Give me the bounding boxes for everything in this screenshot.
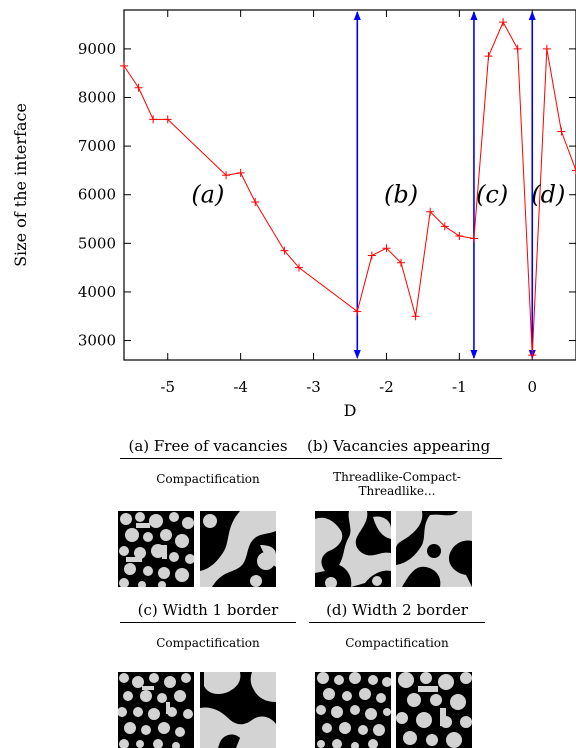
panel-a-title: (a) Free of vacancies: [128, 437, 288, 455]
data-point-marker: [280, 246, 289, 255]
y-tick-label: 7000: [78, 137, 116, 155]
panel-b-note: Threadlike-Compact- Threadlike...: [333, 470, 461, 498]
region-label: (a): [191, 181, 224, 209]
data-point-marker: [120, 61, 128, 70]
data-point-marker: [236, 168, 245, 177]
data-point-marker: [222, 171, 231, 180]
panel-b-title: (b) Vacancies appearing: [307, 437, 491, 455]
y-tick-label: 5000: [78, 234, 116, 252]
data-point-marker: [353, 307, 362, 316]
data-point-marker: [382, 244, 391, 253]
vertical-marker-arrow-top: [470, 11, 478, 20]
data-point-marker: [163, 115, 172, 124]
data-point-marker: [149, 115, 158, 124]
panel-d: (d) Width 2 border Compactification: [307, 601, 487, 650]
y-tick-label: 9000: [78, 40, 116, 58]
region-label: (c): [476, 181, 508, 209]
y-tick-label: 4000: [78, 283, 116, 301]
panel-a-note: Compactification: [156, 472, 260, 486]
interface-size-chart: 3000 4000 5000 6000 7000 8000 9000 -5 -4 -3 -2 -1 0…: [11, 9, 576, 420]
panel-d-image-right: [396, 672, 472, 748]
vertical-marker-arrow-top: [353, 11, 361, 20]
panel-a-image-left: [118, 511, 194, 587]
data-point-marker: [528, 351, 537, 360]
data-point-marker: [134, 83, 143, 92]
y-axis-title: Size of the interface: [11, 103, 30, 267]
y-tick-label: 8000: [78, 89, 116, 107]
x-axis-title: D: [344, 401, 357, 420]
x-tick-label: -5: [160, 378, 175, 396]
data-point-marker: [397, 258, 406, 267]
plot-frame: [123, 9, 576, 361]
panel-c-rule: [120, 622, 296, 623]
panel-b: (b) Vacancies appearing Threadlike-Compa…: [292, 437, 502, 498]
data-point-marker: [499, 18, 508, 27]
vertical-markers: [353, 11, 536, 359]
panel-b-rule: [292, 458, 502, 459]
data-point-marker: [572, 166, 576, 175]
data-point-marker: [484, 52, 493, 61]
x-tick-label: -2: [379, 378, 394, 396]
region-labels: (a) (b) (c) (d): [191, 181, 565, 209]
region-label: (b): [384, 181, 418, 209]
panel-c-title: (c) Width 1 border: [137, 601, 279, 619]
x-tick-label: -3: [306, 378, 321, 396]
panel-d-image-left: [315, 672, 391, 748]
x-axis-ticks: -5 -4 -3 -2 -1 0: [160, 10, 537, 396]
panel-d-rule: [309, 622, 485, 623]
vertical-marker-arrow-top: [528, 11, 536, 20]
panel-d-note: Compactification: [345, 636, 449, 650]
vertical-marker-arrow-bottom: [470, 350, 478, 359]
panel-b-image-right: [396, 511, 472, 587]
x-tick-label: -4: [233, 378, 248, 396]
data-point-marker: [426, 207, 435, 216]
data-point-marker: [367, 251, 376, 260]
panel-a: (a) Free of vacancies Compactification: [118, 437, 298, 486]
x-tick-label: 0: [527, 378, 537, 396]
data-point-marker: [455, 232, 464, 241]
data-point-marker: [251, 198, 260, 207]
panel-c-note: Compactification: [156, 636, 260, 650]
data-point-marker: [294, 263, 303, 272]
y-axis-ticks: 3000 4000 5000 6000 7000 8000 9000: [78, 40, 576, 350]
data-point-marker: [411, 312, 420, 321]
y-tick-label: 6000: [78, 186, 116, 204]
panel-c-image-left: [118, 672, 194, 748]
panel-d-title: (d) Width 2 border: [326, 601, 468, 619]
data-point-marker: [557, 127, 566, 136]
data-point-marker: [542, 44, 551, 53]
series-lines: [120, 18, 576, 360]
vertical-marker-arrow-bottom: [353, 350, 361, 359]
panel-b-image-left: [315, 511, 391, 587]
data-point-marker: [513, 44, 522, 53]
panel-a-rule: [120, 458, 296, 459]
y-tick-label: 3000: [78, 332, 116, 350]
data-point-marker: [469, 234, 478, 243]
data-point-marker: [440, 222, 449, 231]
panel-a-image-right: [200, 511, 276, 587]
region-label: (d): [531, 181, 565, 209]
panel-c: (c) Width 1 border Compactification: [118, 601, 298, 650]
x-tick-label: -1: [452, 378, 467, 396]
panel-c-image-right: [200, 672, 276, 748]
